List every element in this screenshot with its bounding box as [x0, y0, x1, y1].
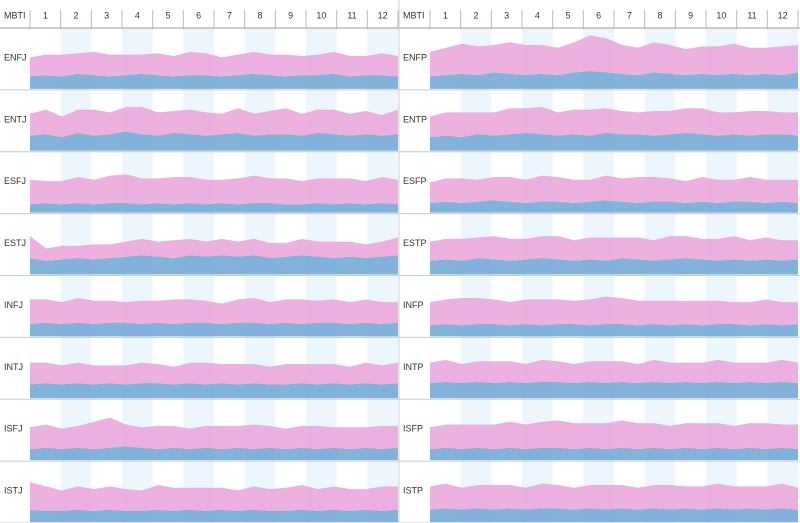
month-label: 5	[565, 10, 570, 20]
month-label: 5	[165, 10, 170, 20]
panel-label: ISTJ	[4, 486, 23, 496]
area	[30, 203, 398, 213]
month-label: 3	[104, 10, 109, 20]
area	[430, 258, 798, 275]
area	[30, 383, 398, 399]
month-label: 7	[627, 10, 632, 20]
month-label: 3	[504, 10, 509, 20]
panel-label: ISTP	[403, 486, 423, 496]
month-label: 10	[316, 10, 326, 20]
area	[30, 255, 398, 275]
area	[430, 296, 798, 326]
panel-label: ESTP	[403, 238, 427, 248]
area	[430, 420, 798, 450]
month-label: 9	[288, 10, 293, 20]
area	[30, 236, 398, 261]
area	[430, 359, 798, 384]
area	[30, 417, 398, 450]
month-label: 1	[443, 10, 448, 20]
area	[430, 200, 798, 213]
panel-label: ESFJ	[4, 176, 26, 186]
area	[430, 508, 798, 522]
panel-label: ISFP	[403, 424, 423, 434]
month-label: 4	[535, 10, 540, 20]
month-label: 2	[473, 10, 478, 20]
area	[30, 509, 398, 522]
area	[430, 324, 798, 337]
area	[30, 106, 398, 138]
panel-label: INFJ	[4, 300, 23, 310]
panel-label: ISFJ	[4, 424, 23, 434]
area	[430, 381, 798, 399]
panel-label: ENTP	[403, 114, 427, 124]
panel-label: ESFP	[403, 176, 427, 186]
month-label: 8	[257, 10, 262, 20]
panel-label: ESTJ	[4, 238, 26, 248]
panel-label: ENFJ	[4, 52, 27, 62]
month-label: 12	[378, 10, 388, 20]
month-label: 8	[657, 10, 662, 20]
area	[430, 175, 798, 204]
panel-label: INFP	[403, 300, 424, 310]
area	[30, 482, 398, 512]
panel-label: INTJ	[4, 362, 23, 372]
area	[430, 483, 798, 510]
area	[430, 71, 798, 89]
area	[30, 297, 398, 325]
area	[30, 73, 398, 89]
panel-label: ENFP	[403, 52, 427, 62]
month-label: 2	[73, 10, 78, 20]
month-label: 11	[347, 10, 356, 20]
area	[430, 132, 798, 151]
month-label: 9	[688, 10, 693, 20]
area	[430, 106, 798, 138]
month-label: 1	[43, 10, 48, 20]
month-label: 6	[596, 10, 601, 20]
area	[430, 35, 798, 77]
month-label: 10	[716, 10, 726, 20]
area	[430, 447, 798, 461]
month-label: 7	[227, 10, 232, 20]
panel-label: INTP	[403, 362, 424, 372]
month-label: 4	[135, 10, 140, 20]
area	[30, 446, 398, 461]
area	[30, 174, 398, 205]
month-label: 12	[778, 10, 788, 20]
month-label: 11	[747, 10, 756, 20]
month-label: 6	[196, 10, 201, 20]
panel-label: ENTJ	[4, 114, 27, 124]
area	[30, 362, 398, 385]
area	[30, 322, 398, 337]
area	[30, 131, 398, 151]
area	[30, 51, 398, 77]
header-label: MBTI	[4, 10, 26, 20]
area	[430, 236, 798, 261]
header-label: MBTI	[403, 10, 425, 20]
